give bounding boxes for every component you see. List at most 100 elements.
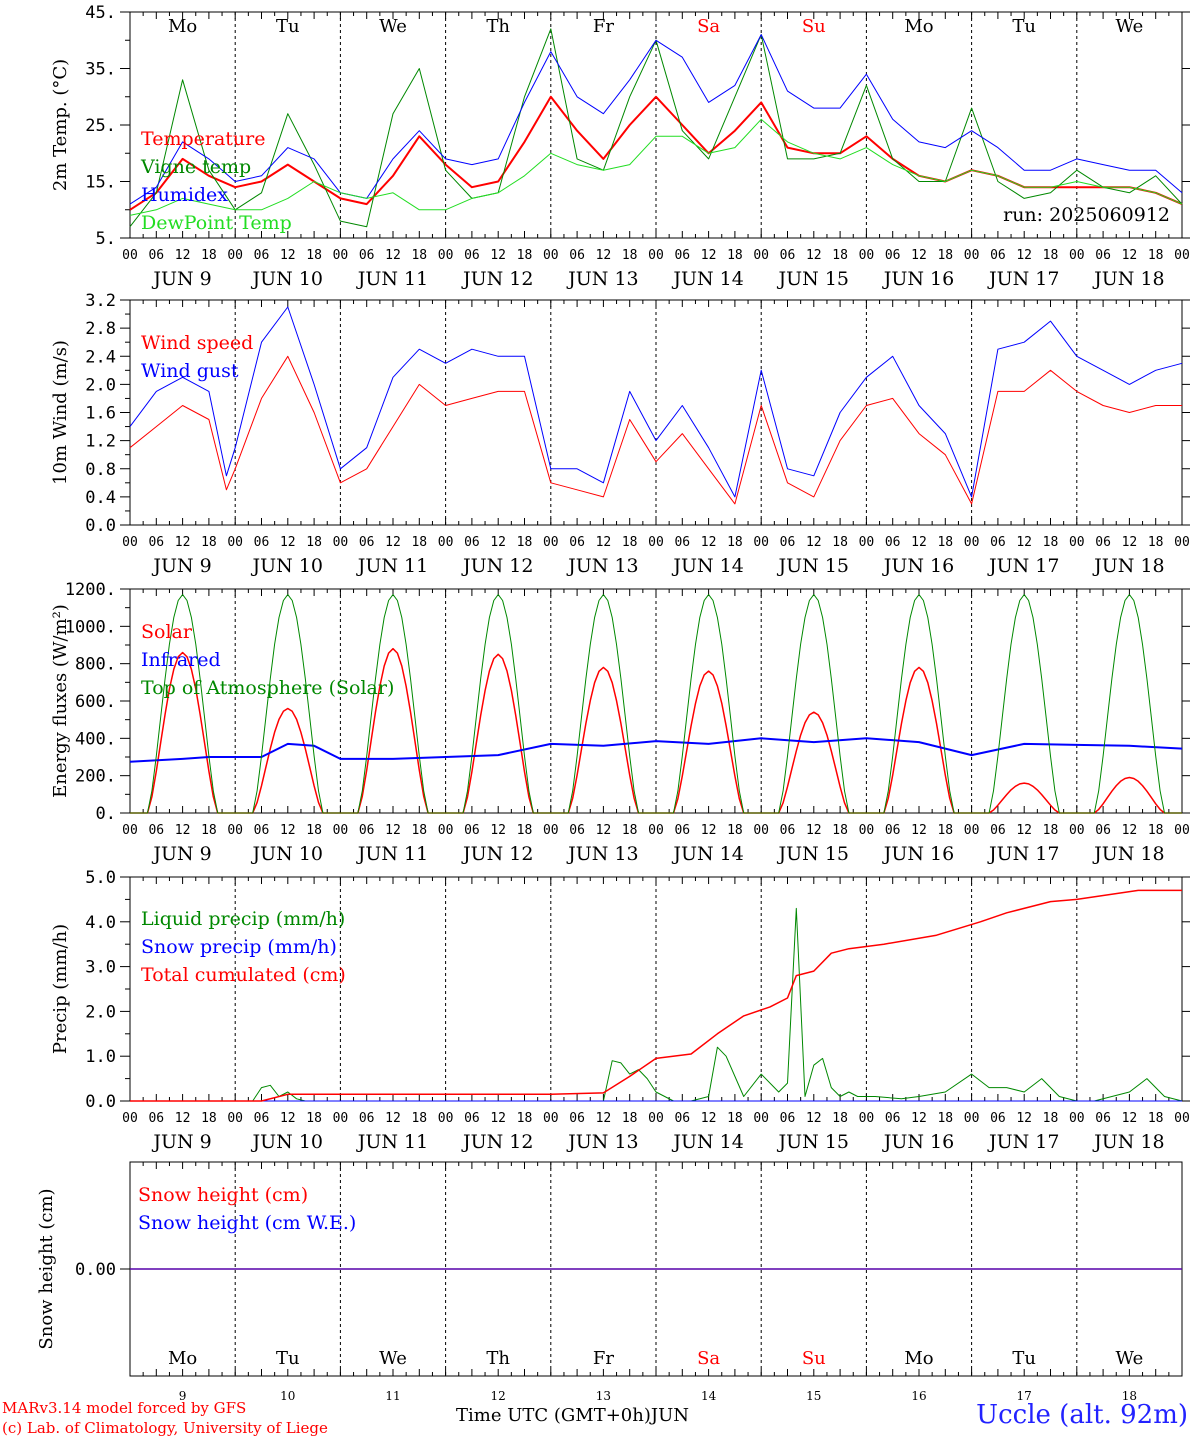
lab-credit: (c) Lab. of Climatology, University of L… <box>2 1419 328 1437</box>
x-hour-label: 12 <box>175 535 191 550</box>
x-hour-label: 06 <box>359 248 375 263</box>
x-hour-label: 00 <box>122 1111 138 1126</box>
x-hour-label: 12 <box>280 1111 296 1126</box>
y-axis-label: 10m Wind (m/s) <box>50 340 71 485</box>
day-name: Th <box>486 16 510 37</box>
x-axis-title-text: Time UTC (GMT+0h) <box>456 1405 651 1426</box>
y-tick-label: 35. <box>85 60 116 80</box>
day-name: Fr <box>593 16 614 37</box>
x-date-label: JUN 16 <box>882 268 954 290</box>
y-tick-label: 0.0 <box>85 516 116 536</box>
x-hour-label: 18 <box>937 535 953 550</box>
x-hour-label: 18 <box>517 248 533 263</box>
x-date-label: JUN 11 <box>356 555 428 577</box>
x-hour-label: 12 <box>806 1111 822 1126</box>
x-hour-label: 12 <box>1122 823 1138 838</box>
x-hour-label: 00 <box>1174 248 1190 263</box>
x-hour-label: 06 <box>674 823 690 838</box>
x-hour-label: 18 <box>411 823 427 838</box>
x-date-label: JUN 9 <box>151 843 211 865</box>
x-hour-label: 18 <box>622 1111 638 1126</box>
x-hour-label: 18 <box>306 248 322 263</box>
day-number: 11 <box>385 1389 400 1403</box>
x-hour-label: 18 <box>727 823 743 838</box>
legend-entry: Infrared <box>141 649 221 671</box>
x-hour-label: 06 <box>569 823 585 838</box>
y-tick-label: 5.0 <box>85 868 116 888</box>
day-number: 12 <box>491 1389 506 1403</box>
x-hour-label: 12 <box>911 535 927 550</box>
y-tick-label: 0.0 <box>85 1092 116 1112</box>
series-line <box>129 737 1183 763</box>
day-number: 13 <box>596 1389 611 1403</box>
x-date-label: JUN 13 <box>566 843 638 865</box>
legend-entry: Snow height (cm) <box>138 1184 308 1206</box>
x-hour-label: 06 <box>148 248 164 263</box>
x-hour-label: 06 <box>1095 823 1111 838</box>
series-line <box>129 306 1183 498</box>
x-hour-label: 06 <box>885 823 901 838</box>
legend-entry: Temperature <box>141 128 265 150</box>
x-hour-label: 18 <box>306 1111 322 1126</box>
x-date-label: JUN 15 <box>777 843 849 865</box>
x-hour-label: 00 <box>122 248 138 263</box>
x-hour-label: 18 <box>201 248 217 263</box>
x-date-label: JUN 18 <box>1092 843 1164 865</box>
x-hour-label: 06 <box>1095 1111 1111 1126</box>
x-hour-label: 12 <box>490 535 506 550</box>
x-hour-label: 06 <box>1095 535 1111 550</box>
x-hour-label: 12 <box>701 1111 717 1126</box>
day-name: Su <box>802 16 826 37</box>
x-hour-label: 12 <box>385 823 401 838</box>
x-date-label: JUN 14 <box>671 268 743 290</box>
x-hour-label: 18 <box>937 248 953 263</box>
y-tick-label: 2.0 <box>85 1002 116 1022</box>
legend-entry: Snow height (cm W.E.) <box>138 1212 356 1234</box>
legend-entry: Total cumulated (cm) <box>141 964 346 986</box>
x-hour-label: 18 <box>1043 823 1059 838</box>
x-date-label: JUN 16 <box>882 1131 954 1153</box>
y-tick-label: 3.0 <box>85 958 116 978</box>
day-name: Tu <box>276 16 300 37</box>
y-tick-label: 2.8 <box>85 319 116 339</box>
x-hour-label: 06 <box>464 248 480 263</box>
x-hour-label: 00 <box>753 1111 769 1126</box>
x-hour-label: 06 <box>990 1111 1006 1126</box>
y-axis-label: Precip (mm/h) <box>50 924 71 1054</box>
x-hour-label: 18 <box>727 535 743 550</box>
x-hour-label: 00 <box>122 823 138 838</box>
x-hour-label: 12 <box>385 248 401 263</box>
x-hour-label: 00 <box>227 248 243 263</box>
day-number: 17 <box>1017 1389 1032 1403</box>
y-tick-label: 1000. <box>65 617 116 637</box>
x-hour-label: 18 <box>517 823 533 838</box>
x-hour-label: 12 <box>596 1111 612 1126</box>
day-name: We <box>379 16 407 37</box>
x-hour-label: 12 <box>490 248 506 263</box>
x-hour-label: 18 <box>1148 248 1164 263</box>
x-hour-label: 18 <box>517 1111 533 1126</box>
y-tick-label: 1.6 <box>85 404 116 424</box>
x-hour-label: 00 <box>648 1111 664 1126</box>
x-hour-label: 12 <box>175 248 191 263</box>
x-hour-label: 18 <box>937 823 953 838</box>
x-hour-label: 00 <box>648 535 664 550</box>
x-hour-label: 18 <box>622 535 638 550</box>
x-date-label: JUN 9 <box>151 268 211 290</box>
x-hour-label: 18 <box>1043 248 1059 263</box>
run-label: run: 2025060912 <box>1003 204 1170 226</box>
y-tick-label: 4.0 <box>85 913 116 933</box>
x-hour-label: 18 <box>306 535 322 550</box>
day-name: Mo <box>168 1348 197 1369</box>
x-hour-label: 18 <box>411 1111 427 1126</box>
x-hour-label: 00 <box>438 823 454 838</box>
legend-entry: DewPoint Temp <box>141 212 292 234</box>
x-hour-label: 06 <box>254 248 270 263</box>
x-date-label: JUN 14 <box>671 843 743 865</box>
station-name: Uccle (alt. 92m) <box>976 1400 1188 1430</box>
x-hour-label: 06 <box>780 248 796 263</box>
x-date-label: JUN 15 <box>777 1131 849 1153</box>
x-hour-label: 18 <box>1148 1111 1164 1126</box>
x-hour-label: 06 <box>885 1111 901 1126</box>
y-axis-label: Snow height (cm) <box>36 1188 57 1349</box>
